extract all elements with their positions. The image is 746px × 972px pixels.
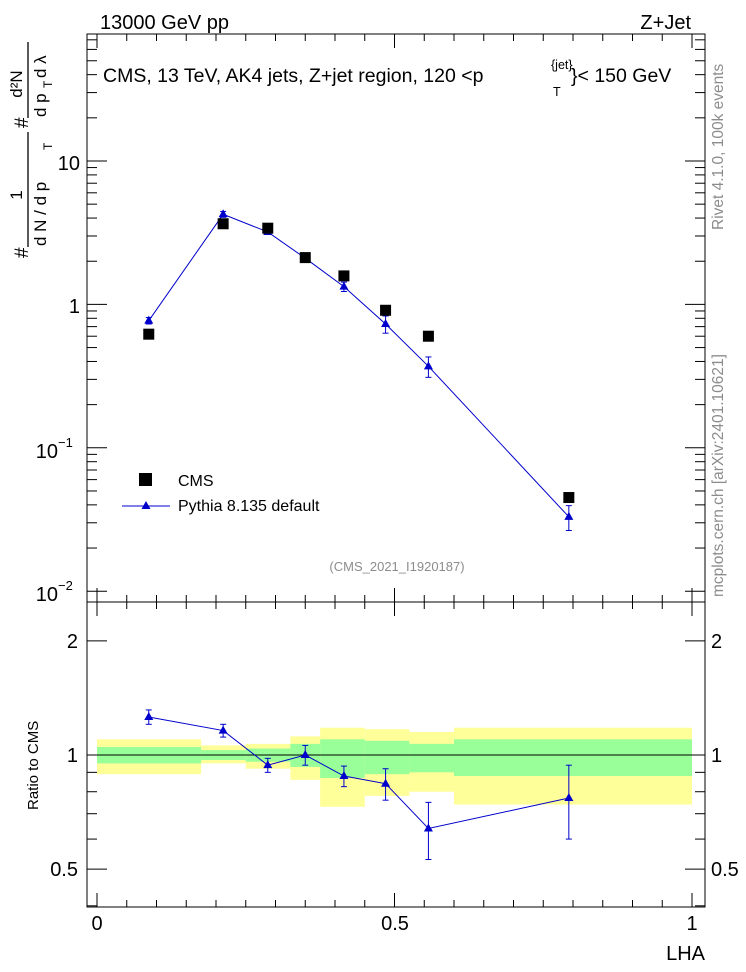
ytick-label-0.01: 10 (36, 584, 58, 606)
ytick-label-10: 10 (58, 153, 80, 175)
xtick-label-0.5: 0.5 (381, 913, 409, 935)
legend-pythia-marker (141, 501, 151, 509)
data-point (262, 222, 274, 234)
ratio-point (339, 771, 349, 780)
ylabel-frac2-den-tail: d λ (31, 55, 50, 78)
main-frame (86, 33, 706, 603)
ratio-point (564, 793, 574, 802)
ylabel-hash-1: # (12, 247, 33, 258)
ratio-mc-series (144, 709, 574, 860)
xaxis-label: LHA (666, 943, 706, 965)
analysis-watermark: (CMS_2021_I1920187) (329, 559, 464, 574)
main-y-ticks (87, 39, 705, 592)
ratio-ytick-2-right: 2 (711, 631, 722, 653)
data-point (299, 252, 311, 264)
data-point (422, 330, 434, 342)
legend-cms-marker (139, 473, 152, 486)
ratio-ytick-0.5: 0.5 (50, 859, 78, 881)
mc-point (423, 361, 433, 370)
ratio-panel: 2 1 0.5 2 1 0.5 0 0.5 1 LHA Ratio to CMS (25, 601, 739, 965)
legend-cms-label: CMS (178, 473, 214, 490)
ylabel-frac2-den: d p (31, 93, 50, 117)
green-band (409, 743, 454, 773)
chart-title-tail: }< 150 GeV (571, 65, 671, 87)
ylabel-frac2-den-sub: T (41, 80, 55, 88)
ylabel-frac1-den-sub: T (41, 142, 55, 150)
mc-point (339, 281, 349, 290)
xtick-label-1: 1 (686, 913, 697, 935)
ratio-ylabel: Ratio to CMS (25, 721, 42, 810)
ratio-ytick-0.5-right: 0.5 (711, 859, 739, 881)
chart-title: CMS, 13 TeV, AK4 jets, Z+jet region, 120… (103, 65, 484, 87)
legend-pythia-label: Pythia 8.135 default (178, 498, 320, 515)
ytick-label-1: 1 (69, 296, 80, 318)
ytick-label-0.1: 10 (36, 441, 58, 463)
main-x-ticks (96, 34, 693, 602)
rivet-label: Rivet 4.1.0, 100k events (710, 63, 727, 230)
legend: CMS Pythia 8.135 default (122, 473, 320, 515)
header-right: Z+Jet (640, 12, 691, 34)
mcplots-label: mcplots.cern.ch [arXiv:2401.10621] (710, 354, 727, 597)
ylabel-frac2-num: d²N (7, 70, 26, 97)
data-point (338, 270, 350, 282)
ratio-ytick-1: 1 (67, 745, 78, 767)
ratio-point (144, 711, 154, 720)
ratio-ticks (87, 602, 705, 907)
ratio-point (423, 823, 433, 832)
data-point (143, 328, 155, 340)
mc-point (144, 315, 154, 324)
ratio-point (381, 778, 391, 787)
mc-point (218, 209, 228, 218)
header-left: 13000 GeV pp (100, 12, 229, 34)
ratio-point (300, 750, 310, 758)
chart-title-sup: {jet} (551, 58, 573, 72)
green-band (454, 739, 692, 777)
ratio-point (218, 725, 228, 734)
chart-title-sub: T (553, 85, 561, 99)
data-series (143, 218, 575, 504)
ylabel-frac1-num: 1 (7, 190, 26, 199)
ratio-bands (97, 727, 692, 807)
ratio-ytick-1-right: 1 (711, 745, 722, 767)
main-panel: 10 1 10 −1 10 −2 CMS, 13 TeV, AK4 jets, … (7, 33, 706, 606)
ratio-line (148, 716, 569, 830)
mc-series (144, 209, 574, 532)
mc-point (381, 318, 391, 327)
mc-line (148, 213, 570, 518)
data-point (563, 492, 575, 504)
ylabel-frac1-den: d N / d p (31, 182, 50, 246)
data-point (217, 218, 229, 230)
mc-point (564, 511, 574, 520)
ylabel-hash-2: # (12, 117, 33, 128)
green-band (320, 739, 365, 778)
main-ylabel: # 1 d N / d p T # d²N d p T d λ (7, 42, 55, 258)
ytick-label-0.1-exp: −1 (58, 435, 73, 450)
data-point (380, 304, 392, 316)
ratio-point (263, 760, 273, 769)
ytick-label-0.01-exp: −2 (58, 578, 73, 593)
ratio-ytick-2: 2 (67, 631, 78, 653)
xtick-label-0: 0 (91, 913, 102, 935)
